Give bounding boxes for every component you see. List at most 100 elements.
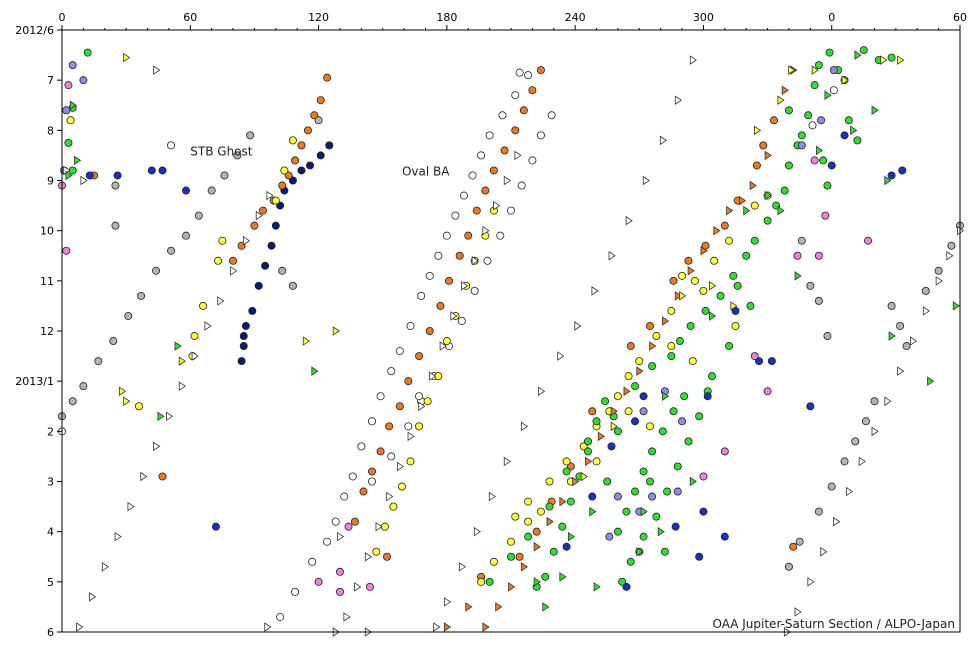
data-point-triangle: [743, 205, 751, 216]
data-point: [528, 156, 537, 165]
data-point: [789, 542, 798, 551]
data-point-triangle: [935, 276, 943, 286]
data-point: [524, 71, 533, 80]
data-point: [859, 46, 868, 55]
data-point: [451, 211, 460, 220]
data-point: [720, 532, 729, 541]
data-point: [853, 136, 862, 145]
data-point: [827, 161, 836, 170]
data-point: [750, 201, 759, 210]
data-point: [64, 81, 73, 90]
data-point-triangle: [375, 521, 383, 532]
data-point: [684, 256, 693, 265]
data-point-triangle: [538, 386, 546, 396]
data-point: [291, 156, 300, 165]
data-point: [348, 472, 357, 481]
data-point: [194, 211, 203, 220]
data-point: [545, 477, 554, 486]
data-point: [306, 161, 315, 170]
data-point-triangle: [503, 175, 511, 186]
data-point: [887, 301, 896, 310]
data-point: [385, 422, 394, 431]
data-point-triangle: [730, 301, 738, 311]
data-point-triangle: [559, 496, 567, 507]
data-point-triangle: [833, 516, 841, 527]
data-point: [284, 171, 293, 180]
data-point-triangle: [781, 85, 789, 95]
data-point: [870, 397, 879, 406]
data-point-triangle: [343, 612, 351, 622]
credit-text: OAA Jupiter-Saturn Section / ALPO-Japan: [712, 617, 955, 631]
data-point: [645, 321, 654, 330]
data-point-triangle: [65, 170, 73, 181]
data-point: [511, 512, 520, 521]
x-axis-ticks: 0 60 120 180 240 300 0 60: [59, 11, 967, 30]
data-point: [404, 422, 413, 431]
data-point: [699, 472, 708, 481]
data-point-triangle: [884, 396, 892, 406]
data-point: [267, 241, 276, 250]
data-point: [323, 73, 332, 82]
data-point-triangle: [76, 622, 84, 632]
data-point: [258, 206, 267, 215]
y-tick-label: 11: [40, 275, 54, 288]
data-point: [297, 166, 306, 175]
data-point-triangle: [625, 215, 633, 226]
data-point: [626, 557, 635, 566]
data-point: [331, 517, 340, 526]
data-point: [579, 442, 588, 451]
data-point: [851, 437, 860, 446]
data-point: [710, 256, 719, 265]
data-point: [541, 572, 550, 581]
data-point: [797, 141, 806, 150]
data-point-triangle: [674, 95, 682, 105]
data-point: [389, 502, 398, 511]
data-marks: [58, 46, 965, 637]
data-point-triangle: [557, 351, 565, 361]
data-point-triangle: [153, 65, 161, 75]
data-point: [639, 392, 648, 401]
data-point: [528, 86, 537, 95]
data-point-triangle: [709, 281, 717, 291]
data-point: [152, 266, 161, 275]
data-point: [631, 487, 640, 496]
data-point: [827, 482, 836, 491]
data-point: [376, 392, 385, 401]
data-point: [592, 417, 601, 426]
data-point: [310, 111, 319, 120]
data-point: [325, 141, 334, 150]
data-point: [470, 286, 479, 295]
data-point: [250, 221, 259, 230]
data-point: [626, 342, 635, 351]
data-point-triangle: [636, 366, 644, 376]
data-point-triangle: [503, 456, 511, 467]
data-point: [425, 271, 434, 280]
data-point-triangle: [884, 175, 892, 186]
data-point: [464, 231, 473, 240]
data-point-triangle: [520, 562, 529, 572]
data-point: [622, 582, 631, 591]
data-point-triangle: [674, 291, 682, 301]
data-point: [404, 377, 413, 386]
data-point-triangle: [952, 301, 960, 311]
data-point: [645, 422, 654, 431]
data-point: [239, 342, 248, 351]
annotation-label: Oval BA: [402, 164, 450, 178]
data-point: [436, 301, 445, 310]
data-point: [233, 151, 242, 160]
data-point: [566, 462, 575, 471]
data-point: [496, 231, 505, 240]
data-point-triangle: [777, 205, 785, 216]
data-point: [613, 392, 622, 401]
x-tick-label: 180: [436, 11, 457, 24]
data-point: [750, 236, 759, 245]
data-point: [62, 246, 71, 255]
data-point: [652, 512, 661, 521]
x-tick-label: 120: [308, 11, 329, 24]
data-point-triangle: [533, 541, 541, 552]
annotation-label: STB Ghost: [190, 144, 252, 158]
data-point: [477, 151, 486, 160]
data-point: [784, 106, 793, 115]
data-point: [902, 342, 911, 351]
data-point-triangle: [897, 366, 905, 376]
